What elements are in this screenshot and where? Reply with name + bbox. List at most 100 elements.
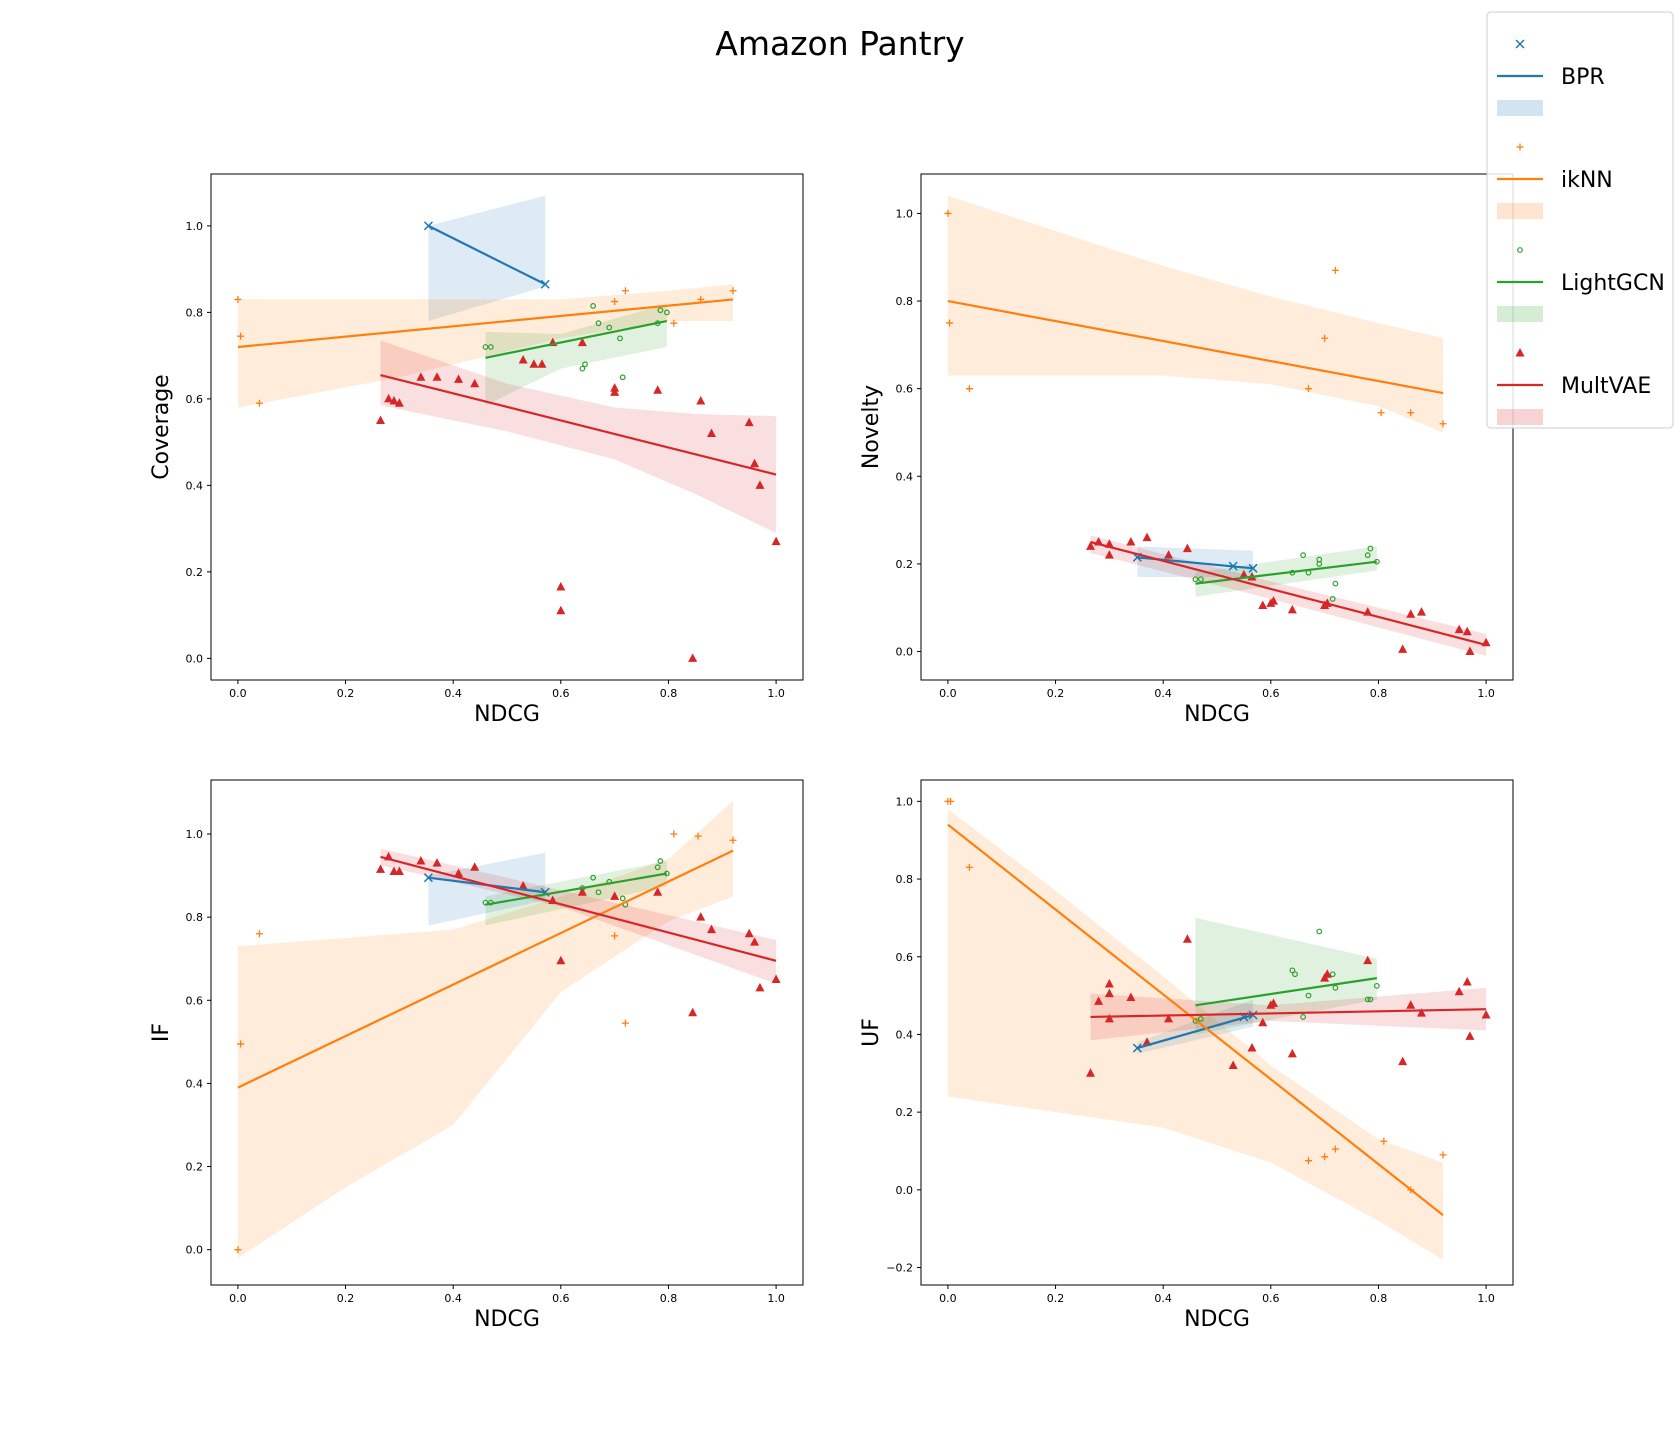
legend-band-multvae — [1497, 409, 1543, 425]
confidence-band-multvae — [1090, 535, 1487, 656]
point-multvae — [1454, 986, 1464, 996]
point-multvae — [1258, 600, 1268, 610]
point-multvae — [1182, 543, 1192, 553]
point-lightgcn — [1367, 996, 1374, 1003]
point-multvae — [1322, 969, 1332, 978]
plot-area — [234, 195, 781, 662]
point-multvae — [432, 372, 442, 381]
point-multvae — [696, 912, 706, 921]
point-multvae — [376, 864, 386, 873]
axes-frame — [210, 779, 804, 1286]
legend-marker-iknn — [1516, 143, 1524, 151]
y-tick-label: 0.0 — [896, 1184, 914, 1197]
point-iknn — [621, 1019, 629, 1027]
legend-entry-lightgcn: LightGCN — [1497, 247, 1665, 322]
point-multvae — [529, 359, 539, 368]
point-multvae — [744, 417, 754, 427]
subplot-2: 0.0 0.2 0.4 0.6 0.8 1.0 0.0 0.2 0.4 0.6 0.8 1.0 NDCG… — [859, 173, 1514, 727]
fit-line-multvae — [380, 855, 777, 962]
x-tick-label: 0.0 — [939, 687, 957, 700]
plot-area — [944, 797, 1491, 1260]
point-multvae — [470, 862, 480, 871]
point-lightgcn — [1292, 971, 1298, 978]
point-lightgcn — [1316, 928, 1323, 935]
point-multvae — [1406, 609, 1416, 618]
x-tick-label: 0.2 — [337, 1292, 355, 1305]
point-lightgcn — [482, 899, 489, 906]
point-multvae — [696, 396, 706, 405]
x-tick-label: 0.6 — [552, 1292, 570, 1305]
point-iknn — [729, 287, 737, 295]
y-tick-label: 1.0 — [896, 795, 914, 808]
point-iknn — [237, 332, 245, 340]
point-iknn — [670, 319, 678, 327]
confidence-band-lightgcn — [485, 861, 667, 926]
point-iknn — [944, 209, 952, 217]
point-multvae — [1462, 977, 1472, 986]
fit-line-bpr — [427, 224, 546, 286]
point-multvae — [707, 924, 717, 934]
point-lightgcn — [1367, 545, 1374, 552]
fit-line-multvae — [1090, 1008, 1487, 1019]
point-iknn — [1321, 334, 1329, 342]
point-multvae — [577, 337, 587, 347]
point-lightgcn — [1332, 984, 1339, 991]
x-tick-label: 0.2 — [1047, 687, 1065, 700]
point-lightgcn — [1373, 982, 1380, 989]
legend-band-bpr — [1497, 100, 1543, 116]
point-bpr — [1248, 1010, 1258, 1020]
point-bpr — [540, 279, 550, 289]
x-tick-label: 0.8 — [660, 1292, 678, 1305]
point-multvae — [470, 378, 480, 388]
point-multvae — [707, 428, 717, 437]
point-multvae — [1247, 1043, 1257, 1052]
point-iknn — [946, 319, 954, 327]
y-tick-label: 0.6 — [896, 951, 914, 964]
fit-line-lightgcn — [1195, 560, 1377, 585]
confidence-band-iknn — [237, 284, 734, 408]
point-iknn — [965, 863, 973, 871]
point-multvae — [384, 393, 394, 403]
point-iknn — [694, 832, 702, 840]
point-multvae — [1182, 934, 1192, 943]
point-bpr — [423, 873, 433, 883]
x-tick-label: 0.8 — [1370, 1292, 1388, 1305]
point-iknn — [234, 295, 242, 303]
y-tick-label: 0.4 — [896, 470, 914, 483]
point-iknn — [965, 385, 973, 393]
fit-line-iknn — [237, 849, 734, 1089]
point-multvae — [610, 891, 620, 900]
point-multvae — [556, 605, 566, 615]
point-lightgcn — [1289, 967, 1296, 974]
x-tick-label: 1.0 — [767, 687, 785, 700]
point-multvae — [454, 868, 464, 878]
point-multvae — [389, 396, 399, 405]
fit-line-bpr — [1137, 1013, 1254, 1050]
point-lightgcn — [1329, 596, 1336, 602]
point-lightgcn — [487, 344, 494, 350]
subplot-1: 0.0 0.2 0.4 0.6 0.8 1.0 0.0 0.2 0.4 0.6 0.8 1.0 NDCG… — [149, 173, 804, 727]
fit-line-multvae — [1090, 540, 1487, 647]
x-tick-label: 0.4 — [444, 687, 462, 700]
point-lightgcn — [617, 335, 623, 342]
point-lightgcn — [657, 858, 664, 864]
point-multvae — [1164, 1013, 1174, 1023]
x-axis-label: NDCG — [1184, 1307, 1250, 1332]
point-multvae — [610, 383, 620, 392]
point-multvae — [556, 955, 566, 965]
point-lightgcn — [1364, 552, 1371, 559]
x-tick-label: 0.4 — [444, 1292, 462, 1305]
point-iknn — [1304, 385, 1312, 393]
fit-line-lightgcn — [485, 319, 668, 359]
point-multvae — [750, 937, 760, 946]
point-multvae — [1417, 1008, 1427, 1017]
point-multvae — [1465, 1031, 1475, 1040]
point-lightgcn — [619, 895, 626, 902]
x-tick-label: 0.0 — [229, 1292, 247, 1305]
y-tick-label: 1.0 — [186, 220, 204, 233]
confidence-band-multvae — [380, 340, 777, 533]
point-multvae — [577, 887, 587, 896]
confidence-band-iknn — [947, 195, 1444, 433]
point-multvae — [1104, 988, 1114, 998]
